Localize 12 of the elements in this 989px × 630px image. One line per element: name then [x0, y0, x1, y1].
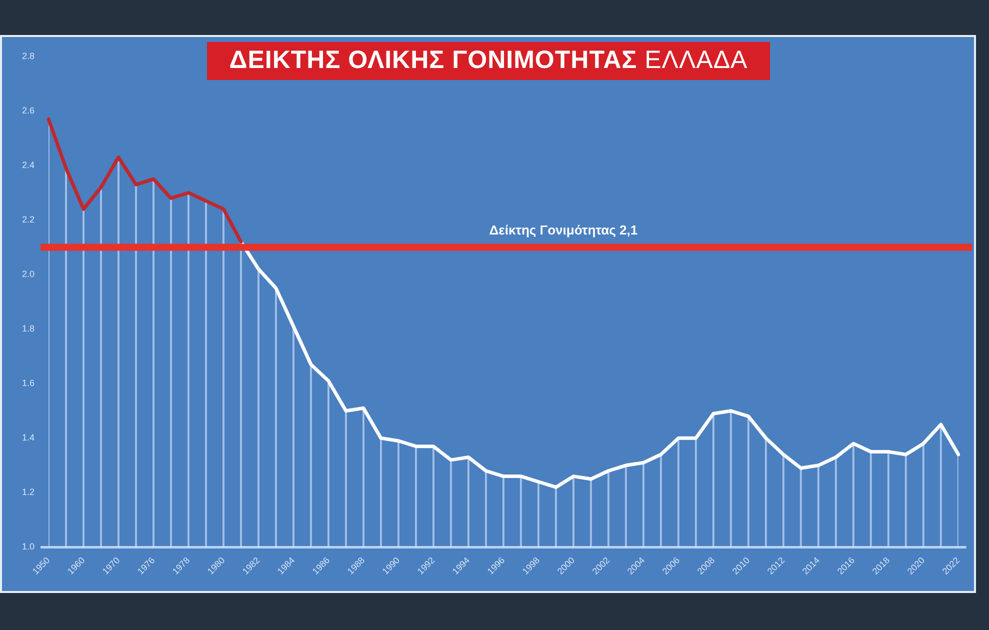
- y-tick-label: 2.2: [22, 214, 35, 224]
- chart-title: ΔΕΙΚΤΗΣ ΟΛΙΚΗΣ ΓΟΝΙΜΟΤΗΤΑΣ ΕΛΛΑΔΑ: [229, 46, 748, 74]
- y-tick-label: 1.2: [22, 487, 35, 498]
- y-tick-label: 2.4: [22, 160, 35, 170]
- ref-line-label: Δείκτης Γονιμότητας 2,1: [489, 222, 638, 238]
- y-tick-label: 1.6: [22, 378, 35, 388]
- y-tick-label: 2.0: [22, 269, 35, 280]
- y-tick-label: 1.8: [22, 324, 35, 334]
- y-tick-label: 2.6: [22, 105, 35, 116]
- y-tick-label: 2.8: [22, 50, 35, 61]
- y-tick-label: 1.0: [22, 542, 35, 552]
- y-tick-label: 1.4: [22, 432, 35, 443]
